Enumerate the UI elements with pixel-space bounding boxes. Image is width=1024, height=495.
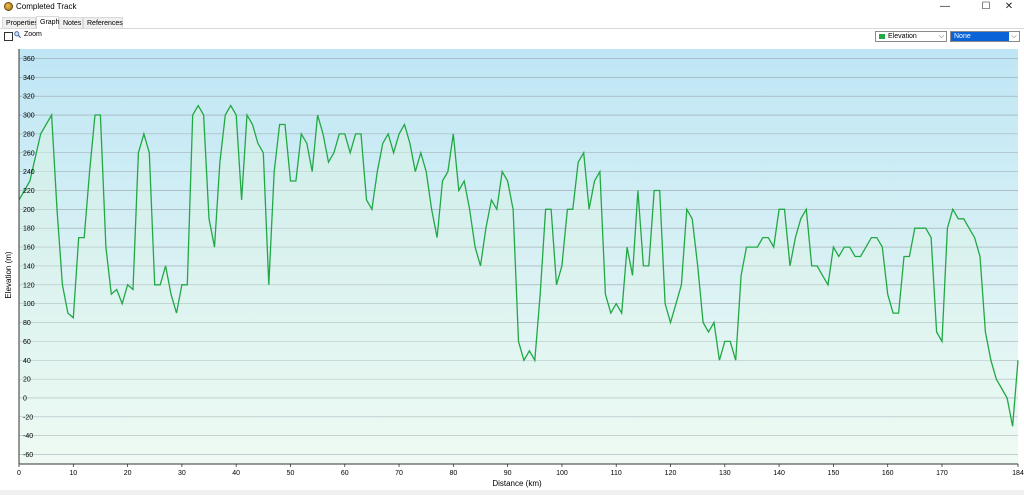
x-tick-label: 50 [287,470,295,477]
y-tick-label: 40 [23,358,31,365]
series-color-swatch [879,34,885,39]
second-series-value: None [954,33,971,40]
y-axis-label: Elevation (m) [4,251,13,298]
y-tick-label: -20 [23,414,33,421]
minimize-button[interactable]: — [940,1,950,12]
elevation-chart: -60-40-200204060801001201401601802002202… [4,49,1024,488]
y-tick-label: 240 [23,169,35,176]
y-tick-label: 0 [23,395,27,402]
y-tick-label: 180 [23,226,35,233]
y-tick-label: 360 [23,56,35,63]
y-tick-label: -40 [23,433,33,440]
y-tick-label: 60 [23,339,31,346]
x-tick-label: 150 [828,470,840,477]
tab-graph[interactable]: Graph [36,16,59,29]
x-tick-label: 184 [1012,470,1024,477]
x-tick-labels: 0 10 20 30 40 50 60 70 80 90 100 110 120 130 140 150 160… [17,464,1024,477]
app-icon [4,2,13,11]
x-tick-label: 0 [17,470,21,477]
tab-notes[interactable]: Notes [59,17,83,28]
chevron-down-icon: ⌵ [1009,32,1019,41]
x-tick-label: 40 [232,470,240,477]
maximize-button[interactable]: ☐ [981,1,991,12]
zoom-label: Zoom [24,31,42,38]
x-tick-label: 30 [178,470,186,477]
tab-references[interactable]: References [83,17,123,28]
x-tick-label: 130 [719,470,731,477]
window-title: Completed Track [16,2,77,11]
tab-properties[interactable]: Properties [2,17,38,28]
x-tick-label: 140 [773,470,785,477]
y-tick-label: 120 [23,282,35,289]
y-tick-labels: -60 -40 -20 0 20 40 60 80 100 120 140 160 180 200 220 2… [23,56,35,459]
close-button[interactable]: ✕ [1004,1,1014,12]
x-tick-label: 170 [936,470,948,477]
x-axis-label: Distance (km) [492,479,542,488]
tab-strip: Properties Graph Notes References [0,16,1024,29]
y-tick-label: 100 [23,301,35,308]
y-tick-label: 140 [23,263,35,270]
y-tick-label: 300 [23,113,35,120]
magnifier-icon [14,31,21,38]
y-tick-label: 340 [23,75,35,82]
x-tick-label: 70 [395,470,403,477]
y-tick-label: 160 [23,245,35,252]
y-tick-label: 320 [23,94,35,101]
zoom-checkbox[interactable] [4,32,13,41]
x-tick-label: 120 [665,470,677,477]
y-tick-label: 280 [23,131,35,138]
x-tick-label: 110 [611,470,622,477]
x-tick-label: 20 [124,470,132,477]
x-tick-label: 60 [341,470,349,477]
x-tick-label: 160 [882,470,894,477]
y-tick-label: 80 [23,320,31,327]
x-tick-label: 80 [449,470,457,477]
x-tick-label: 90 [504,470,512,477]
elevation-series-line [18,104,1019,427]
y-tick-label: 220 [23,188,35,195]
status-strip [0,490,1024,495]
title-bar: Completed Track — ☐ ✕ [0,0,1024,14]
series-select-value: Elevation [888,33,917,40]
x-tick-label: 10 [69,470,77,477]
elevation-area-fill [19,105,1018,464]
second-series-select[interactable]: None ⌵ [950,31,1020,42]
graph-toolbar: Zoom Elevation ⌵ None ⌵ [0,29,1024,45]
series-select[interactable]: Elevation ⌵ [875,31,947,42]
y-tick-label: 200 [23,207,35,214]
y-tick-label: 260 [23,150,35,157]
y-tick-label: 20 [23,377,31,384]
x-tick-label: 100 [556,470,568,477]
chevron-down-icon: ⌵ [938,33,944,40]
y-tick-label: -60 [23,452,33,459]
